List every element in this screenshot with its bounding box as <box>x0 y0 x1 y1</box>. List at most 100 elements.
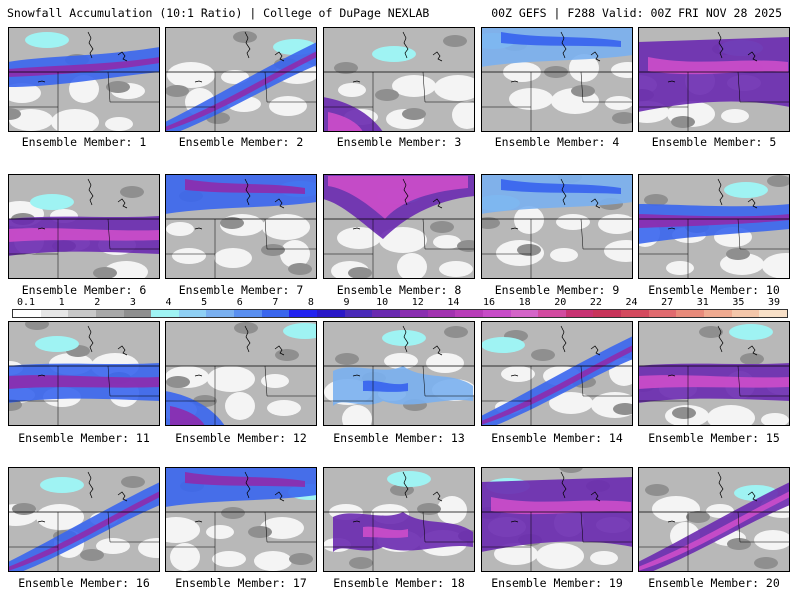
light-snow-patch <box>254 551 292 571</box>
light-snow-patch <box>221 70 249 84</box>
colorbar-swatch <box>151 310 179 317</box>
ensemble-member-label: Ensemble Member: 7 <box>178 283 304 297</box>
colorbar-swatch <box>68 310 96 317</box>
ensemble-member-label: Ensemble Member: 16 <box>18 576 150 590</box>
panel-frame <box>165 27 317 132</box>
light-snow-patch <box>762 253 790 279</box>
snow-fringe <box>387 471 431 487</box>
lake-outline <box>117 345 128 356</box>
snow-fringe <box>35 336 79 352</box>
lake-outline <box>747 198 758 209</box>
light-snow-patch <box>433 235 461 249</box>
light-snow-patch <box>379 227 427 253</box>
snow-band-core <box>363 526 408 538</box>
lake-outline <box>717 325 724 353</box>
state-boundary <box>264 365 317 397</box>
light-snow-patch <box>605 96 633 110</box>
trace-snow-patch <box>417 503 441 515</box>
light-snow-patch <box>36 504 84 530</box>
panel-frame <box>481 467 633 572</box>
lake-outline <box>747 491 758 502</box>
panel-frame <box>323 467 475 572</box>
snow-band-core <box>8 491 160 571</box>
lake-outline <box>274 345 285 356</box>
light-snow-patch <box>437 496 467 524</box>
snowfall-map <box>323 27 475 132</box>
light-snow-patch <box>569 54 599 82</box>
state-boundary <box>264 511 317 543</box>
colorbar-tick: 7 <box>272 297 279 308</box>
panel-frame <box>638 27 790 132</box>
trace-snow-patch <box>727 538 751 550</box>
ensemble-member-label: Ensemble Member: 20 <box>648 576 780 590</box>
light-snow-patch <box>426 353 464 373</box>
colorbar-swatch <box>455 310 483 317</box>
snow-band-core <box>8 375 160 389</box>
ensemble-member-label: Ensemble Member: 14 <box>491 431 623 445</box>
colorbar-tick: 10 <box>376 297 389 308</box>
light-snow-patch <box>170 543 200 571</box>
trace-snow-patch <box>221 507 245 519</box>
light-snow-patch <box>754 530 790 550</box>
lake-outline <box>747 345 758 356</box>
lake-outline <box>87 178 94 206</box>
light-snow-patch <box>604 240 633 262</box>
ensemble-member-label: Ensemble Member: 5 <box>651 135 777 149</box>
ensemble-member-label: Ensemble Member: 2 <box>178 135 304 149</box>
ensemble-member-label: Ensemble Member: 1 <box>21 135 147 149</box>
snow-band-core <box>185 472 305 487</box>
state-boundary <box>737 365 790 397</box>
ensemble-member-map <box>8 321 160 426</box>
lake-outline <box>432 51 443 62</box>
trace-snow-patch <box>348 267 372 279</box>
light-snow-patch <box>721 109 749 123</box>
snowfall-map <box>165 321 317 426</box>
colorbar-tick: 12 <box>411 297 424 308</box>
ensemble-member-map <box>323 321 475 426</box>
snow-fringe <box>729 324 773 340</box>
snow-band-core <box>638 375 790 389</box>
ensemble-member-label: Ensemble Member: 15 <box>648 431 780 445</box>
trace-snow-patch <box>531 349 555 361</box>
trace-snow-patch <box>402 108 426 120</box>
state-boundary <box>107 365 160 397</box>
snowfall-map <box>638 27 790 132</box>
lake-outline <box>432 198 443 209</box>
light-snow-patch <box>439 261 473 277</box>
trace-snow-patch <box>645 484 669 496</box>
lake-outline <box>432 345 443 356</box>
light-snow-patch <box>707 405 755 426</box>
trace-snow-patch <box>261 244 285 256</box>
panel-frame <box>481 27 633 132</box>
trace-snow-patch <box>121 476 145 488</box>
lake-outline <box>194 227 203 230</box>
ensemble-member-map <box>638 321 790 426</box>
snow-fringe <box>724 182 768 198</box>
panel-frame <box>638 174 790 279</box>
lake-outline <box>510 374 519 377</box>
panel-frame <box>323 321 475 426</box>
ensemble-member-label: Ensemble Member: 3 <box>336 135 462 149</box>
light-snow-patch <box>280 240 310 268</box>
ensemble-member-label: Ensemble Member: 6 <box>21 283 147 297</box>
colorbar-swatch <box>344 310 373 317</box>
ensemble-member-map <box>165 467 317 572</box>
light-snow-patch <box>338 83 366 97</box>
ensemble-member-map <box>481 174 633 279</box>
lake-outline <box>560 31 567 59</box>
model-run-info: 00Z GEFS | F288 Valid: 00Z FRI NOV 28 20… <box>491 6 782 20</box>
lake-outline <box>560 471 567 499</box>
lake-outline <box>244 325 251 353</box>
lake-outline <box>244 471 251 499</box>
colorbar-tick: 6 <box>236 297 243 308</box>
panel-frame <box>638 467 790 572</box>
snowfall-map <box>8 27 160 132</box>
ensemble-member-map <box>638 174 790 279</box>
ensemble-member-map <box>481 27 633 132</box>
light-snow-patch <box>267 400 301 416</box>
lake-outline <box>37 374 46 377</box>
light-snow-patch <box>172 248 206 264</box>
lake-outline <box>590 198 601 209</box>
snowfall-map <box>638 174 790 279</box>
snow-band-outer <box>638 482 790 572</box>
